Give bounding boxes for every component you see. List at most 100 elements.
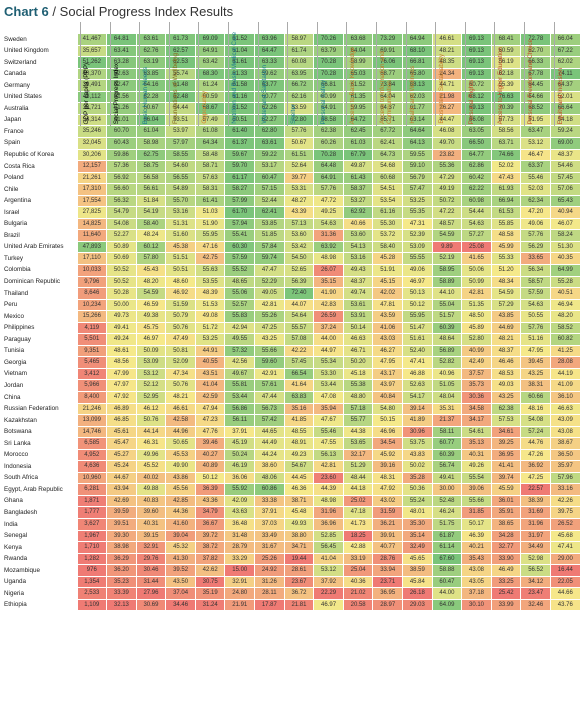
value-cell: 45.75	[136, 322, 166, 334]
value-cell: 56.61	[136, 184, 166, 195]
value-cell: 51.16	[521, 334, 550, 345]
value-cell: 46.88	[403, 368, 432, 380]
value-cell: 62.03	[403, 91, 432, 103]
value-cell: 43.09	[551, 415, 580, 426]
value-cell: 62.34	[521, 195, 550, 207]
value-cell: 58.75	[136, 161, 166, 172]
value-cell: 40.83	[136, 495, 166, 507]
results-table: GDP per capita (PPP) Social Progress Inde…	[0, 22, 580, 611]
value-cell: 35.73	[462, 380, 491, 391]
column-header-text: Shelter	[290, 104, 298, 124]
value-cell: 60.66	[521, 392, 550, 403]
value-cell: 46.63	[551, 403, 580, 415]
value-cell: 17,110	[77, 253, 107, 264]
value-cell: 72.78	[521, 34, 550, 45]
value-cell: 36.10	[551, 392, 580, 403]
value-cell: 48.24	[136, 230, 166, 241]
value-cell: 51.47	[403, 322, 432, 334]
value-cell: 39.45	[521, 357, 550, 368]
value-cell: 10,234	[77, 299, 107, 311]
value-cell: 36.95	[373, 588, 403, 599]
value-cell: 37.57	[462, 368, 491, 380]
value-cell: 59.70	[225, 161, 255, 172]
value-cell: 17,554	[77, 195, 107, 207]
value-cell: 63.71	[491, 137, 521, 149]
value-cell: 22.29	[314, 588, 343, 599]
chart-label: Chart 6	[4, 4, 49, 19]
value-cell: 40.96	[432, 368, 462, 380]
value-cell: 38.65	[491, 519, 521, 530]
country: Georgia	[4, 358, 27, 366]
value-cell: 56.55	[166, 172, 195, 184]
value-cell: 15.00	[225, 565, 255, 576]
value-cell: 64.91	[314, 172, 343, 184]
value-cell: 35.30	[403, 519, 432, 530]
column-header: Opportunity	[198, 22, 225, 126]
value-cell: 44.39	[314, 484, 343, 495]
value-cell: 67.78	[521, 68, 550, 80]
value-cell: 42.59	[195, 392, 225, 403]
value-cell: 50.28	[107, 288, 136, 299]
value-cell: 52.39	[403, 230, 432, 241]
value-cell: 61.08	[195, 126, 225, 137]
value-cell: 32.17	[343, 449, 373, 461]
value-cell: 55.63	[195, 264, 225, 276]
value-cell: 64.66	[521, 91, 550, 103]
value-cell: 68.12	[462, 91, 491, 103]
value-cell: 60.70	[107, 126, 136, 137]
value-cell: 45.48	[284, 507, 314, 519]
value-cell: 54.08	[521, 415, 550, 426]
value-cell: 49.73	[107, 311, 136, 322]
value-cell: 43.63	[225, 507, 255, 519]
column-header-text: Health and Wellness	[408, 66, 416, 124]
value-cell: 49.26	[462, 461, 491, 472]
value-cell: 76.06	[373, 57, 403, 68]
value-cell: 38.59	[403, 565, 432, 576]
value-cell: 32.49	[403, 542, 432, 553]
country: Turkey	[4, 254, 24, 262]
value-cell: 54.64	[284, 311, 314, 322]
value-cell: 48.04	[432, 392, 462, 403]
value-cell: 55.26	[255, 311, 284, 322]
value-cell: 21.37	[432, 415, 462, 426]
value-cell: 33.29	[225, 553, 255, 565]
value-cell: 44.69	[491, 322, 521, 334]
value-cell: 60.72	[462, 80, 491, 91]
value-cell: 48,112	[77, 91, 107, 103]
value-cell: 48.44	[343, 472, 373, 484]
value-cell: 58.56	[491, 126, 521, 137]
value-cell: 61.52	[343, 80, 373, 91]
value-cell: 14,746	[77, 426, 107, 438]
value-cell: 46.61	[432, 34, 462, 45]
value-cell: 64.16	[136, 80, 166, 91]
value-cell: 49.90	[166, 461, 195, 472]
value-cell: 55.77	[343, 415, 373, 426]
value-cell: 70.26	[314, 34, 343, 45]
value-cell: 54.60	[166, 161, 195, 172]
value-cell: 36.72	[284, 588, 314, 599]
value-cell: 57.59	[521, 288, 550, 299]
value-cell: 64.34	[195, 137, 225, 149]
country: Argentina	[4, 197, 31, 205]
value-cell: 34.61	[491, 426, 521, 438]
value-cell: 52.82	[432, 357, 462, 368]
value-cell: 57.27	[462, 230, 491, 241]
value-cell: 55.46	[314, 426, 343, 438]
value-cell: 53.16	[343, 253, 373, 264]
column-header-text: Water and Sanitation	[260, 65, 268, 124]
value-cell: 63.79	[314, 45, 343, 57]
value-cell: 49.23	[284, 449, 314, 461]
value-cell: 53.25	[195, 334, 225, 345]
value-cell: 41.60	[166, 519, 195, 530]
value-cell: 50.12	[403, 299, 432, 311]
value-cell: 55.66	[255, 345, 284, 357]
value-cell: 55.92	[225, 484, 255, 495]
value-cell: 59.22	[255, 149, 284, 161]
value-cell: 55.33	[491, 253, 521, 264]
value-cell: 3,412	[77, 368, 107, 380]
value-cell: 20.58	[343, 599, 373, 611]
value-cell: 56.34	[521, 264, 550, 276]
value-cell: 4,119	[77, 322, 107, 334]
value-cell: 23.47	[521, 588, 550, 599]
value-cell: 59.10	[403, 161, 432, 172]
